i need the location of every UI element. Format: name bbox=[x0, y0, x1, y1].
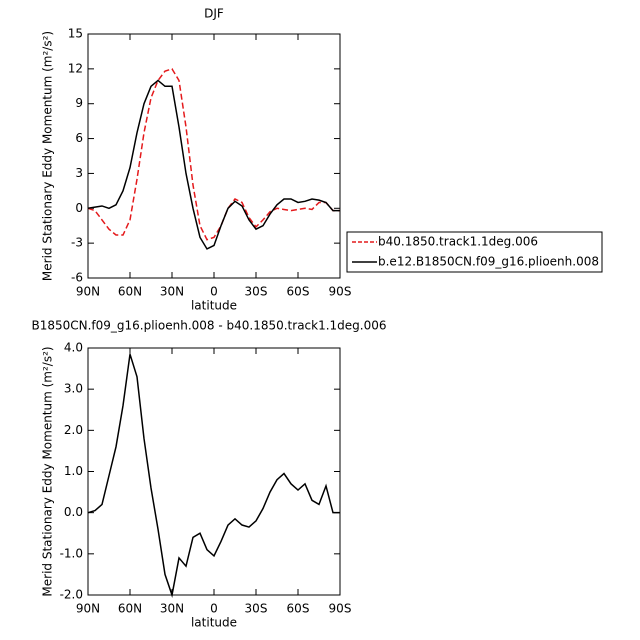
x-tick-label: 30S bbox=[245, 602, 268, 616]
y-axis-label: Merid Stationary Eddy Momentum (m²/s²) bbox=[41, 346, 55, 596]
chart-title: B1850CN.f09_g16.plioenh.008 - b40.1850.t… bbox=[31, 319, 386, 333]
chart-title: DJF bbox=[204, 7, 224, 21]
legend-box bbox=[346, 231, 603, 273]
y-tick-label: 1.0 bbox=[64, 464, 83, 478]
x-tick-label: 60S bbox=[287, 602, 310, 616]
y-tick-label: -6 bbox=[71, 271, 83, 285]
data-line bbox=[87, 79, 340, 250]
x-tick-label: 60N bbox=[118, 602, 142, 616]
data-line bbox=[87, 353, 340, 598]
x-tick-label: 90N bbox=[76, 285, 100, 299]
legend-label: b40.1850.track1.1deg.006 bbox=[378, 235, 538, 249]
x-tick-label: 60S bbox=[287, 285, 310, 299]
y-tick-label: 3.0 bbox=[64, 382, 83, 396]
y-tick-label: -3 bbox=[71, 236, 83, 250]
legend-label: b.e12.B1850CN.f09_g16.plioenh.008 bbox=[378, 255, 599, 269]
y-tick-label: 6 bbox=[75, 131, 83, 145]
y-tick-label: 15 bbox=[68, 27, 83, 41]
y-tick-label: 9 bbox=[75, 96, 83, 110]
y-tick-label: -1.0 bbox=[60, 546, 83, 560]
x-tick-label: 30N bbox=[160, 602, 184, 616]
x-tick-label: 0 bbox=[210, 285, 218, 299]
y-tick-label: -2.0 bbox=[60, 588, 83, 602]
x-tick-label: 30N bbox=[160, 285, 184, 299]
x-tick-label: 0 bbox=[210, 602, 218, 616]
x-tick-label: 90S bbox=[329, 285, 352, 299]
y-tick-label: 4.0 bbox=[64, 341, 83, 355]
plot-frame bbox=[87, 33, 341, 279]
y-axis-label: Merid Stationary Eddy Momentum (m²/s²) bbox=[41, 31, 55, 281]
x-tick-label: 60N bbox=[118, 285, 142, 299]
data-line bbox=[87, 67, 340, 241]
y-tick-label: 0 bbox=[75, 201, 83, 215]
x-tick-label: 30S bbox=[245, 285, 268, 299]
x-axis-label: latitude bbox=[191, 299, 237, 313]
y-tick-label: 0.0 bbox=[64, 505, 83, 519]
y-tick-label: 2.0 bbox=[64, 423, 83, 437]
y-tick-label: 12 bbox=[68, 61, 83, 75]
x-tick-label: 90S bbox=[329, 602, 352, 616]
y-tick-label: 3 bbox=[75, 166, 83, 180]
x-tick-label: 90N bbox=[76, 602, 100, 616]
x-axis-label: latitude bbox=[191, 616, 237, 630]
